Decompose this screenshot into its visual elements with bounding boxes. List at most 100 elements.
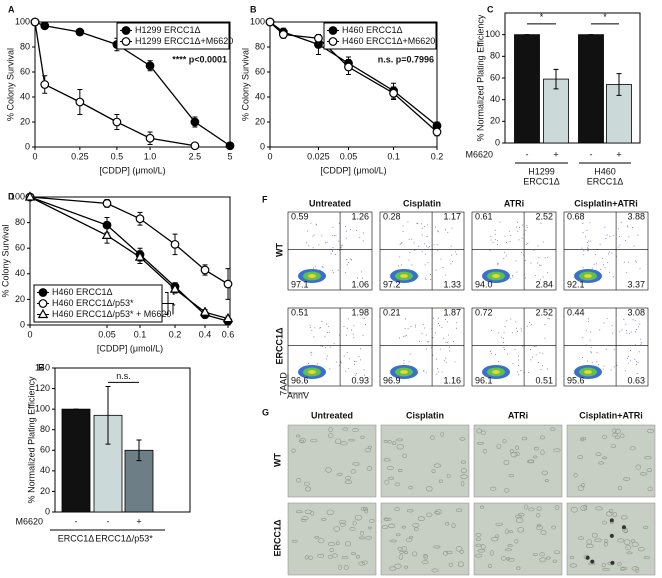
cell	[460, 474, 468, 480]
cell	[403, 565, 409, 569]
cell	[459, 437, 466, 441]
event-dot	[415, 326, 417, 328]
x-tick-label: -	[75, 516, 78, 526]
cell	[413, 527, 419, 532]
cell	[508, 557, 515, 562]
dead-cell	[609, 533, 614, 538]
dead-cell	[585, 555, 590, 560]
quadrant-value: 0.93	[351, 375, 369, 385]
event-dot	[322, 266, 324, 268]
y-tick-label: 80	[15, 217, 25, 227]
cell	[605, 511, 613, 517]
event-dot	[311, 351, 313, 353]
cluster	[400, 370, 408, 374]
event-dot	[317, 363, 319, 365]
event-dot	[490, 239, 492, 241]
event-dot	[399, 256, 401, 258]
x-tick-label: 0	[267, 151, 272, 161]
event-dot	[619, 244, 621, 246]
event-dot	[503, 349, 505, 351]
cell	[352, 520, 357, 526]
event-dot	[526, 243, 528, 245]
event-dot	[501, 336, 503, 338]
cell	[602, 434, 607, 439]
cell	[329, 548, 335, 553]
cell	[533, 552, 538, 557]
cell	[431, 469, 436, 474]
event-dot	[590, 352, 592, 354]
cell	[521, 436, 528, 441]
event-dot	[496, 244, 498, 246]
event-dot	[502, 337, 504, 339]
event-dot	[417, 223, 419, 225]
event-dot	[590, 351, 592, 353]
event-dot	[640, 344, 642, 346]
cell	[475, 532, 482, 537]
plot-frame	[269, 21, 438, 148]
event-dot	[608, 253, 610, 255]
cell	[317, 553, 325, 558]
event-dot	[623, 261, 625, 263]
y-tick-label: 60	[20, 66, 30, 76]
event-dot	[438, 371, 440, 373]
event-dot	[586, 360, 588, 362]
cell	[304, 481, 310, 486]
cell	[394, 563, 402, 569]
x-tick-label: +	[136, 516, 141, 526]
y-tick-label: 60	[15, 243, 25, 253]
event-dot	[517, 371, 519, 373]
event-dot	[544, 337, 546, 339]
event-dot	[512, 276, 514, 278]
event-dot	[590, 347, 592, 349]
y-axis-label: % Colony Survival	[0, 224, 10, 297]
event-dot	[425, 278, 427, 280]
event-dot	[548, 318, 550, 320]
event-dot	[364, 324, 366, 326]
cell	[515, 445, 520, 451]
event-dot	[515, 321, 517, 323]
cell	[528, 507, 535, 512]
y-tick-label: 80	[40, 424, 50, 434]
cell	[518, 512, 525, 517]
event-dot	[403, 362, 405, 364]
event-dot	[362, 232, 364, 234]
cell	[360, 435, 365, 439]
event-dot	[332, 246, 334, 248]
cell	[305, 486, 312, 492]
cell	[598, 461, 605, 465]
cell	[361, 560, 368, 565]
marker	[102, 198, 112, 208]
legend-marker	[38, 288, 48, 297]
cell	[394, 507, 400, 512]
event-dot	[325, 347, 327, 349]
cell	[631, 566, 639, 571]
cell	[362, 507, 368, 511]
event-dot	[405, 334, 407, 336]
event-dot	[496, 240, 498, 242]
y-tick-label: 40	[255, 91, 265, 101]
marker	[24, 191, 36, 201]
event-dot	[324, 335, 326, 337]
cell	[603, 538, 609, 544]
quadrant-value: 3.37	[627, 279, 645, 289]
cell	[446, 473, 451, 479]
event-dot	[346, 259, 348, 261]
event-dot	[325, 323, 327, 325]
event-dot	[439, 348, 441, 350]
event-dot	[408, 361, 410, 363]
plot-frame	[54, 367, 191, 513]
event-dot	[334, 254, 336, 256]
cell	[327, 541, 336, 547]
cell	[388, 523, 396, 529]
event-dot	[447, 334, 449, 336]
event-dot	[451, 260, 453, 262]
event-dot	[585, 330, 587, 332]
event-dot	[591, 267, 593, 269]
quadrant-value: 0.72	[475, 307, 493, 317]
cell	[609, 509, 614, 514]
cell	[396, 444, 404, 450]
event-dot	[518, 365, 520, 367]
event-dot	[362, 335, 364, 337]
event-dot	[629, 333, 631, 335]
event-dot	[589, 339, 591, 341]
